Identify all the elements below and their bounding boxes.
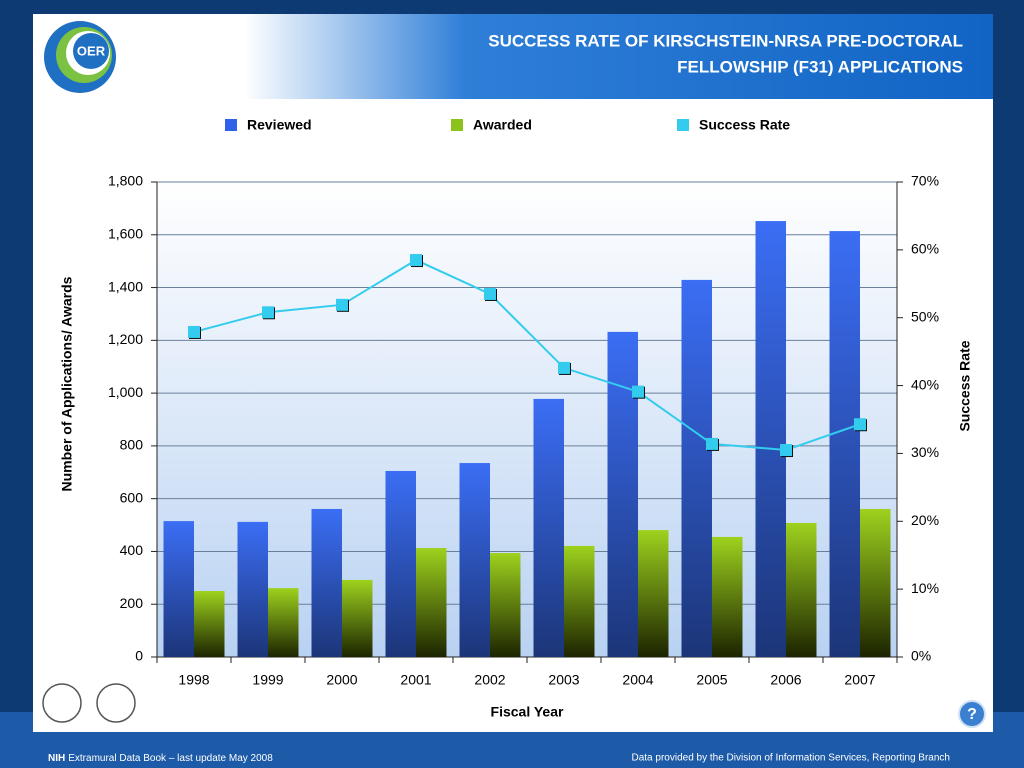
legend-swatch [451,119,463,131]
footer-text: Extramural Data Book – last update May 2… [68,753,273,764]
y-tick-label: 1,200 [108,331,143,347]
y-tick-label: 800 [120,437,144,453]
y2-tick-label: 70% [911,173,939,189]
bar [533,398,564,657]
bar [860,508,891,657]
marker [706,437,718,450]
y-axis-label: Number of Applications/ Awards [59,276,75,491]
x-tick-label: 1998 [178,672,209,688]
marker [188,325,200,338]
x-axis-label: Fiscal Year [491,704,564,720]
x-tick-label: 2002 [474,672,505,688]
marker [336,298,348,311]
y2-tick-label: 50% [911,308,939,324]
logo: OER [44,21,116,93]
x-tick-label: 2006 [770,672,801,688]
bar [416,548,447,657]
y-tick-label: 200 [120,595,144,611]
footer-right: Data provided by the Division of Informa… [632,753,951,764]
legend-label: Success Rate [699,117,790,133]
footer-left: NIH Extramural Data Book – last update Ma… [48,753,273,764]
marker [632,385,644,398]
y2-tick-label: 10% [911,580,939,596]
bar [163,521,194,657]
footer-nih: NIH [48,753,65,764]
y2-tick-label: 0% [911,648,931,664]
y2-axis-label: Success Rate [957,340,973,431]
x-tick-label: 1999 [252,672,283,688]
bar [681,279,712,657]
x-tick-label: 2005 [696,672,727,688]
y2-tick-label: 60% [911,241,939,257]
x-tick-label: 2007 [844,672,875,688]
hhs-seal [42,683,82,723]
bar [311,508,342,657]
bar [638,530,669,657]
y-tick-label: 1,800 [108,173,143,189]
bar [268,588,299,657]
y-tick-label: 1,600 [108,225,143,241]
y-tick-label: 600 [120,489,144,505]
header-band [33,14,993,99]
legend-label: Reviewed [247,117,312,133]
y-tick-label: 1,400 [108,278,143,294]
chart-title: FELLOWSHIP (F31) APPLICATIONS [677,57,963,76]
y2-tick-label: 40% [911,376,939,392]
marker [780,444,792,457]
bar [385,470,416,657]
marker [484,287,496,300]
y-tick-label: 400 [120,542,144,558]
bar [194,591,225,657]
help-circle [958,700,986,728]
x-tick-label: 2001 [400,672,431,688]
marker [854,418,866,431]
bar [786,522,817,657]
marker [410,254,422,267]
success-line [193,258,861,452]
help-text: ? [967,706,977,723]
nih-seal [96,683,136,723]
y2-tick-label: 20% [911,512,939,528]
logo-core [73,33,109,69]
bar [755,221,786,658]
x-tick-label: 2000 [326,672,357,688]
bar [829,231,860,658]
bar [342,579,373,657]
chart-title: SUCCESS RATE OF KIRSCHSTEIN-NRSA PRE-DOC… [488,31,963,50]
y2-tick-label: 30% [911,444,939,460]
bar [712,536,743,657]
x-tick-label: 2004 [622,672,653,688]
logo-text: OER [77,43,106,58]
legend-label: Awarded [473,117,532,133]
legend-swatch [225,119,237,131]
help-button[interactable]: ? [958,700,986,728]
bar [459,463,490,657]
bar [607,331,638,657]
y-tick-label: 1,000 [108,384,143,400]
legend-swatch [677,119,689,131]
bar [490,553,521,657]
bar [237,521,268,657]
marker [262,306,274,319]
bar [564,545,595,657]
x-tick-label: 2003 [548,672,579,688]
marker [558,361,570,374]
y-tick-label: 0 [135,648,143,664]
